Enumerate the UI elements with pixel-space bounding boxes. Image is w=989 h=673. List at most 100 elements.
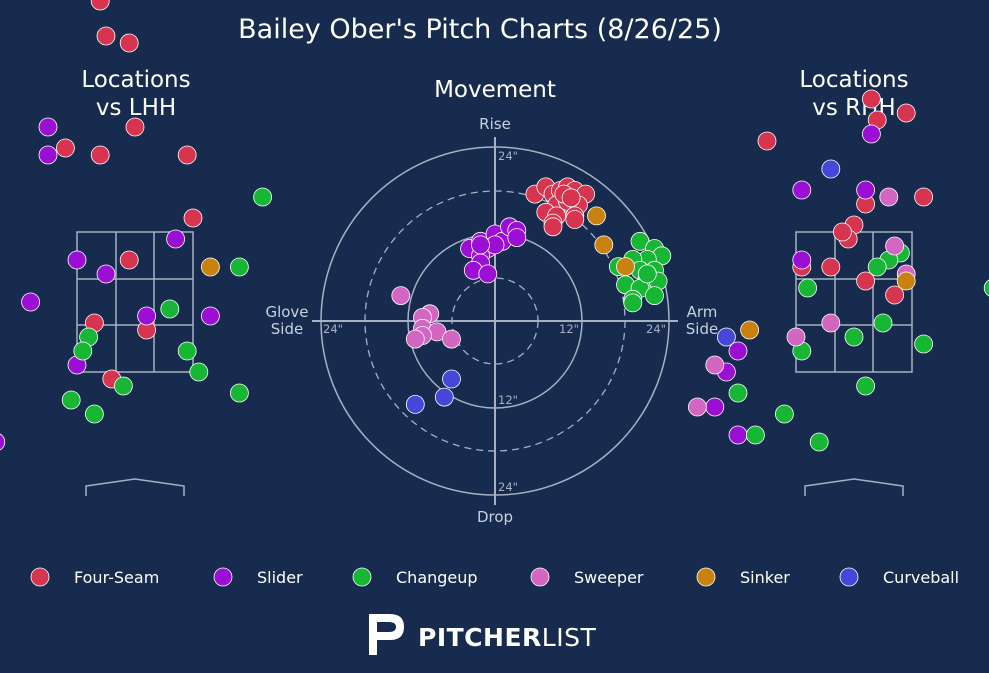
lhh-pitch-point bbox=[200, 306, 220, 326]
lhh-panel-title-line2: vs LHH bbox=[96, 95, 176, 121]
lhh-pitch-point bbox=[73, 341, 93, 361]
rhh-pitch-point bbox=[821, 257, 841, 277]
rhh-pitch-point bbox=[688, 397, 707, 417]
rhh-pitch-point bbox=[873, 313, 893, 333]
legend-item: Slider bbox=[213, 567, 303, 587]
movement-tick-right-24: 24" bbox=[646, 322, 666, 336]
rhh-pitch-point bbox=[821, 159, 841, 179]
legend-label: Curveball bbox=[883, 568, 959, 587]
movement-pitch-point bbox=[478, 264, 498, 284]
lhh-pitch-point bbox=[177, 145, 197, 165]
lhh-pitch-point bbox=[125, 117, 145, 137]
rhh-pitch-point bbox=[740, 320, 759, 340]
movement-tick-top-24: 24" bbox=[498, 149, 518, 163]
rhh-pitch-point bbox=[728, 341, 748, 361]
movement-pitch-point bbox=[616, 257, 635, 277]
rhh-pitch-point bbox=[896, 271, 916, 291]
rhh-pitch-point bbox=[856, 180, 875, 200]
movement-tick-right-12: 12" bbox=[559, 322, 579, 336]
rhh-pitch-point bbox=[867, 257, 887, 277]
rhh-pitch-point bbox=[717, 327, 736, 347]
rhh-strike-zone bbox=[795, 231, 913, 373]
movement-pitch-point bbox=[587, 206, 606, 226]
lhh-pitch-point bbox=[229, 383, 249, 403]
legend-label: Changeup bbox=[396, 568, 478, 587]
movement-tick-left-24: 24" bbox=[323, 322, 343, 336]
movement-pitch-point bbox=[637, 264, 657, 284]
legend: Four-Seam Slider Changeup Sweeper Sinker Curv… bbox=[30, 567, 959, 587]
lhh-pitch-point bbox=[137, 306, 157, 326]
legend-item: Four-Seam bbox=[30, 567, 159, 587]
logo-bold: PITCHER bbox=[418, 623, 542, 652]
rhh-pitch-point bbox=[914, 334, 933, 354]
movement-pitch-point bbox=[623, 293, 643, 313]
movement-label-right-line1: Arm bbox=[687, 303, 718, 321]
lhh-pitch-point bbox=[166, 229, 186, 249]
logo-light: LIST bbox=[542, 623, 597, 652]
movement-pitch-point bbox=[507, 228, 527, 248]
movement-pitch-point bbox=[405, 394, 425, 414]
movement-pitch-point bbox=[471, 235, 490, 255]
lhh-pitch-point bbox=[38, 117, 58, 137]
rhh-pitch-point bbox=[844, 327, 864, 347]
legend-marker bbox=[839, 567, 859, 587]
movement-pitch-point bbox=[543, 217, 563, 237]
rhh-pitch-point bbox=[833, 222, 852, 242]
rhh-pitch-point bbox=[705, 355, 725, 375]
lhh-panel-title-line1: Locations bbox=[81, 67, 190, 93]
pitcherlist-logo-mark bbox=[369, 614, 404, 655]
movement-pitch-point bbox=[442, 369, 461, 389]
lhh-pitch-point bbox=[189, 362, 209, 382]
legend-label: Four-Seam bbox=[74, 568, 159, 587]
legend-marker bbox=[530, 567, 550, 587]
legend-marker bbox=[352, 567, 372, 587]
lhh-pitch-point bbox=[160, 299, 180, 319]
chart-title: Bailey Ober's Pitch Charts (8/26/25) bbox=[238, 14, 722, 45]
movement-label-left-line2: Side bbox=[271, 320, 303, 338]
legend-item: Sweeper bbox=[530, 567, 644, 587]
lhh-pitch-point bbox=[177, 341, 197, 361]
rhh-pitch-point bbox=[821, 313, 841, 333]
rhh-pitch-point bbox=[885, 285, 904, 305]
movement-pitch-point bbox=[434, 387, 454, 407]
legend-item: Sinker bbox=[696, 567, 790, 587]
rhh-pitch-point bbox=[983, 279, 989, 297]
legend-marker bbox=[213, 567, 233, 587]
movement-pitch-point bbox=[561, 188, 581, 208]
pitch-points-layer bbox=[0, 0, 989, 452]
legend-marker bbox=[30, 567, 50, 587]
movement-label-top: Rise bbox=[479, 115, 511, 133]
legend-item: Curveball bbox=[839, 567, 959, 587]
movement-label-left-line1: Glove bbox=[265, 303, 308, 321]
rhh-pitch-point bbox=[728, 425, 748, 445]
rhh-pitch-point bbox=[896, 103, 916, 123]
rhh-pitch-point bbox=[914, 187, 933, 207]
lhh-pitch-point bbox=[253, 187, 273, 207]
rhh-pitch-point bbox=[757, 131, 777, 151]
lhh-pitch-point bbox=[0, 433, 6, 451]
rhh-pitch-point bbox=[786, 327, 806, 347]
pitcherlist-logo-text: PITCHERLIST bbox=[418, 623, 596, 652]
lhh-pitch-point bbox=[96, 26, 116, 46]
rhh-pitch-point bbox=[809, 432, 829, 452]
rhh-pitch-point bbox=[885, 236, 904, 256]
rhh-pitch-point bbox=[862, 124, 881, 144]
legend-label: Sweeper bbox=[574, 568, 644, 587]
movement-grid bbox=[312, 137, 678, 505]
lhh-pitch-point bbox=[38, 145, 58, 165]
lhh-pitch-point bbox=[90, 0, 110, 11]
lhh-pitch-point bbox=[229, 257, 249, 277]
legend-marker bbox=[696, 567, 716, 587]
rhh-pitch-point bbox=[879, 187, 899, 207]
lhh-pitch-point bbox=[85, 404, 104, 424]
lhh-pitch-point bbox=[67, 250, 87, 270]
rhh-pitch-point bbox=[746, 425, 765, 445]
movement-panel-title: Movement bbox=[434, 77, 556, 103]
rhh-pitch-point bbox=[862, 89, 881, 109]
lhh-pitch-point bbox=[183, 208, 203, 228]
movement-pitch-point bbox=[565, 210, 585, 229]
lhh-pitch-point bbox=[119, 33, 139, 53]
rhh-pitch-point bbox=[792, 180, 812, 200]
movement-pitch-point bbox=[594, 235, 614, 255]
rhh-pitch-point bbox=[792, 250, 812, 270]
